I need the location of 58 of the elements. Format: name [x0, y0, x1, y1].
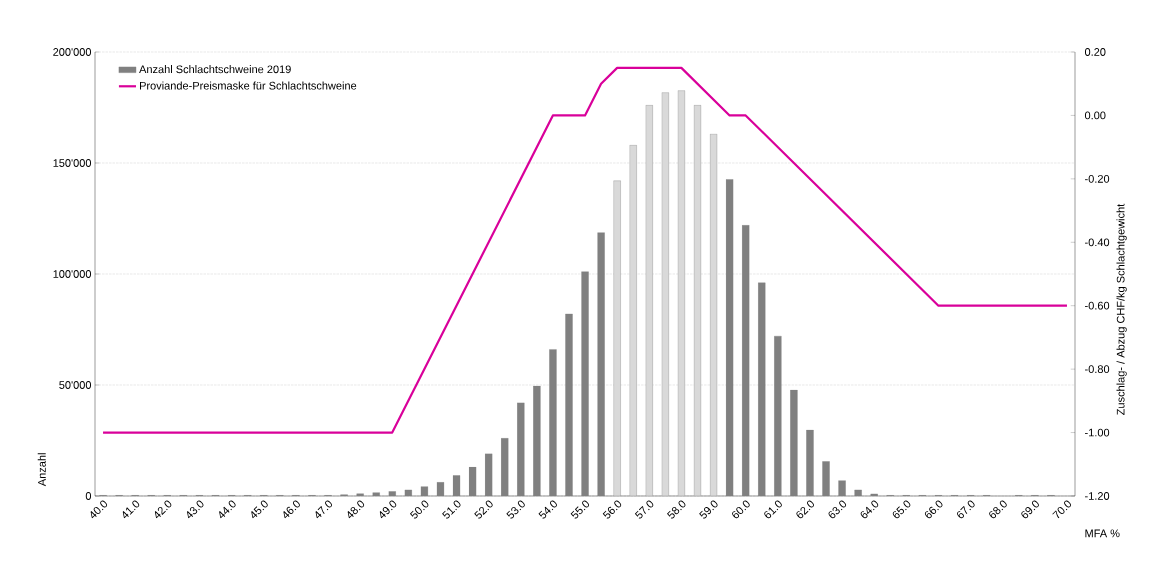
- bar: [629, 145, 637, 496]
- y2-tick-label: 0.00: [1084, 111, 1106, 120]
- bar: [468, 466, 477, 496]
- y-tick-label: 150'000: [53, 159, 92, 167]
- bar: [677, 90, 686, 496]
- bar: [709, 133, 718, 496]
- y2-axis-title: Zuschlag- / Abzug CHF/kg Schlachtgewicht: [1116, 203, 1127, 415]
- bar: [725, 179, 734, 496]
- bar: [693, 105, 702, 496]
- bar: [565, 313, 573, 496]
- x-tick-label: 44.0: [219, 500, 236, 519]
- bar: [517, 402, 525, 496]
- x-tick-label: 64.0: [860, 500, 879, 519]
- bar: [581, 271, 589, 496]
- x-tick-label: 48.0: [347, 500, 365, 519]
- x-tick-label: 49.0: [379, 500, 397, 519]
- legend-label: Proviande-Preismaske für Schlachtschweine: [140, 81, 357, 90]
- y2-tick-label: -0.20: [1085, 174, 1110, 183]
- bar: [822, 461, 830, 496]
- bar: [645, 105, 653, 496]
- bar: [372, 492, 380, 496]
- y-tick-label: 200'000: [53, 48, 92, 56]
- bar: [436, 482, 445, 496]
- bar: [838, 480, 846, 496]
- bar: [356, 493, 364, 496]
- x-tick-label: 41.0: [122, 500, 140, 519]
- x-axis-title: MFA %: [1085, 529, 1120, 538]
- legend-label: Anzahl Schlachtschweine 2019: [139, 65, 291, 74]
- bar: [757, 282, 766, 496]
- bar: [774, 335, 782, 496]
- x-tick-label: 43.0: [187, 500, 204, 519]
- x-tick-label: 45.0: [251, 500, 268, 519]
- bar: [533, 385, 541, 496]
- y2-tick-label: -1.20: [1085, 492, 1110, 500]
- x-tick-label: 70.0: [1052, 500, 1072, 519]
- x-tick-label: 47.0: [315, 500, 333, 519]
- y2-tick-label: -0.40: [1085, 238, 1110, 247]
- bar: [661, 92, 670, 496]
- bar: [741, 224, 750, 496]
- y2-tick-label: -0.80: [1085, 365, 1110, 374]
- bar: [597, 232, 605, 496]
- x-tick-label: 40.0: [90, 500, 108, 519]
- y2-tick-label: -0.60: [1085, 301, 1110, 310]
- y-axis-title: Anzahl: [37, 453, 46, 487]
- bar: [790, 389, 798, 496]
- x-tick-label: 46.0: [283, 500, 300, 519]
- y-tick-label: 100'000: [53, 270, 92, 278]
- y2-tick-label: -1.00: [1085, 428, 1110, 437]
- line-series: [101, 66, 1069, 434]
- y2-tick-label: 0.20: [1084, 48, 1106, 56]
- x-tick-label: 42.0: [154, 500, 172, 519]
- bar: [452, 475, 461, 496]
- bar: [420, 486, 429, 496]
- bar: [500, 438, 509, 496]
- y-tick-label: 50'000: [59, 381, 92, 389]
- bar: [388, 491, 396, 496]
- bar: [806, 429, 814, 496]
- y-tick-label: 0: [85, 492, 92, 500]
